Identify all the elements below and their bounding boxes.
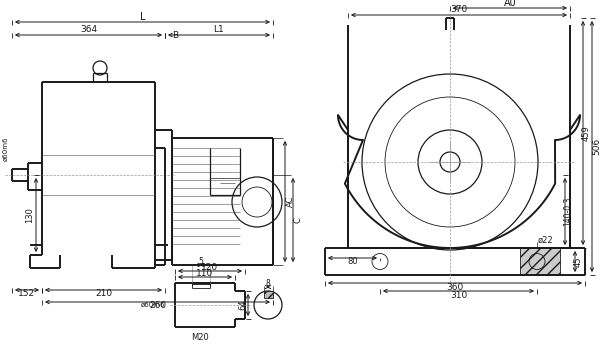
Text: M20: M20 xyxy=(191,332,209,342)
Text: A0: A0 xyxy=(503,0,517,8)
Text: ø60m6: ø60m6 xyxy=(140,302,165,308)
Text: 364: 364 xyxy=(80,26,97,35)
Text: 110: 110 xyxy=(196,269,214,278)
Text: 360: 360 xyxy=(446,283,464,291)
Text: 210: 210 xyxy=(95,290,112,299)
Text: 64: 64 xyxy=(239,300,248,310)
Text: 140-0.3: 140-0.3 xyxy=(563,197,572,226)
Bar xyxy=(263,291,272,298)
Text: 459: 459 xyxy=(581,125,590,141)
Text: 45: 45 xyxy=(574,256,583,267)
Text: 120: 120 xyxy=(202,262,218,271)
Text: 8: 8 xyxy=(266,278,271,287)
Text: ø60m6: ø60m6 xyxy=(3,136,9,161)
Text: 506: 506 xyxy=(593,138,600,155)
Text: 80: 80 xyxy=(347,257,358,266)
Text: 260: 260 xyxy=(149,301,166,310)
Bar xyxy=(520,248,560,275)
Text: AC: AC xyxy=(286,196,295,207)
Text: L1: L1 xyxy=(214,26,224,35)
Text: ø22: ø22 xyxy=(537,235,553,244)
Text: B: B xyxy=(172,30,178,39)
Text: 5: 5 xyxy=(199,257,203,265)
Text: L: L xyxy=(140,12,145,22)
Text: 152: 152 xyxy=(19,290,35,299)
Text: 310: 310 xyxy=(450,291,467,300)
Text: 130: 130 xyxy=(25,207,35,223)
Text: 370: 370 xyxy=(451,5,467,14)
Text: C: C xyxy=(293,217,302,223)
